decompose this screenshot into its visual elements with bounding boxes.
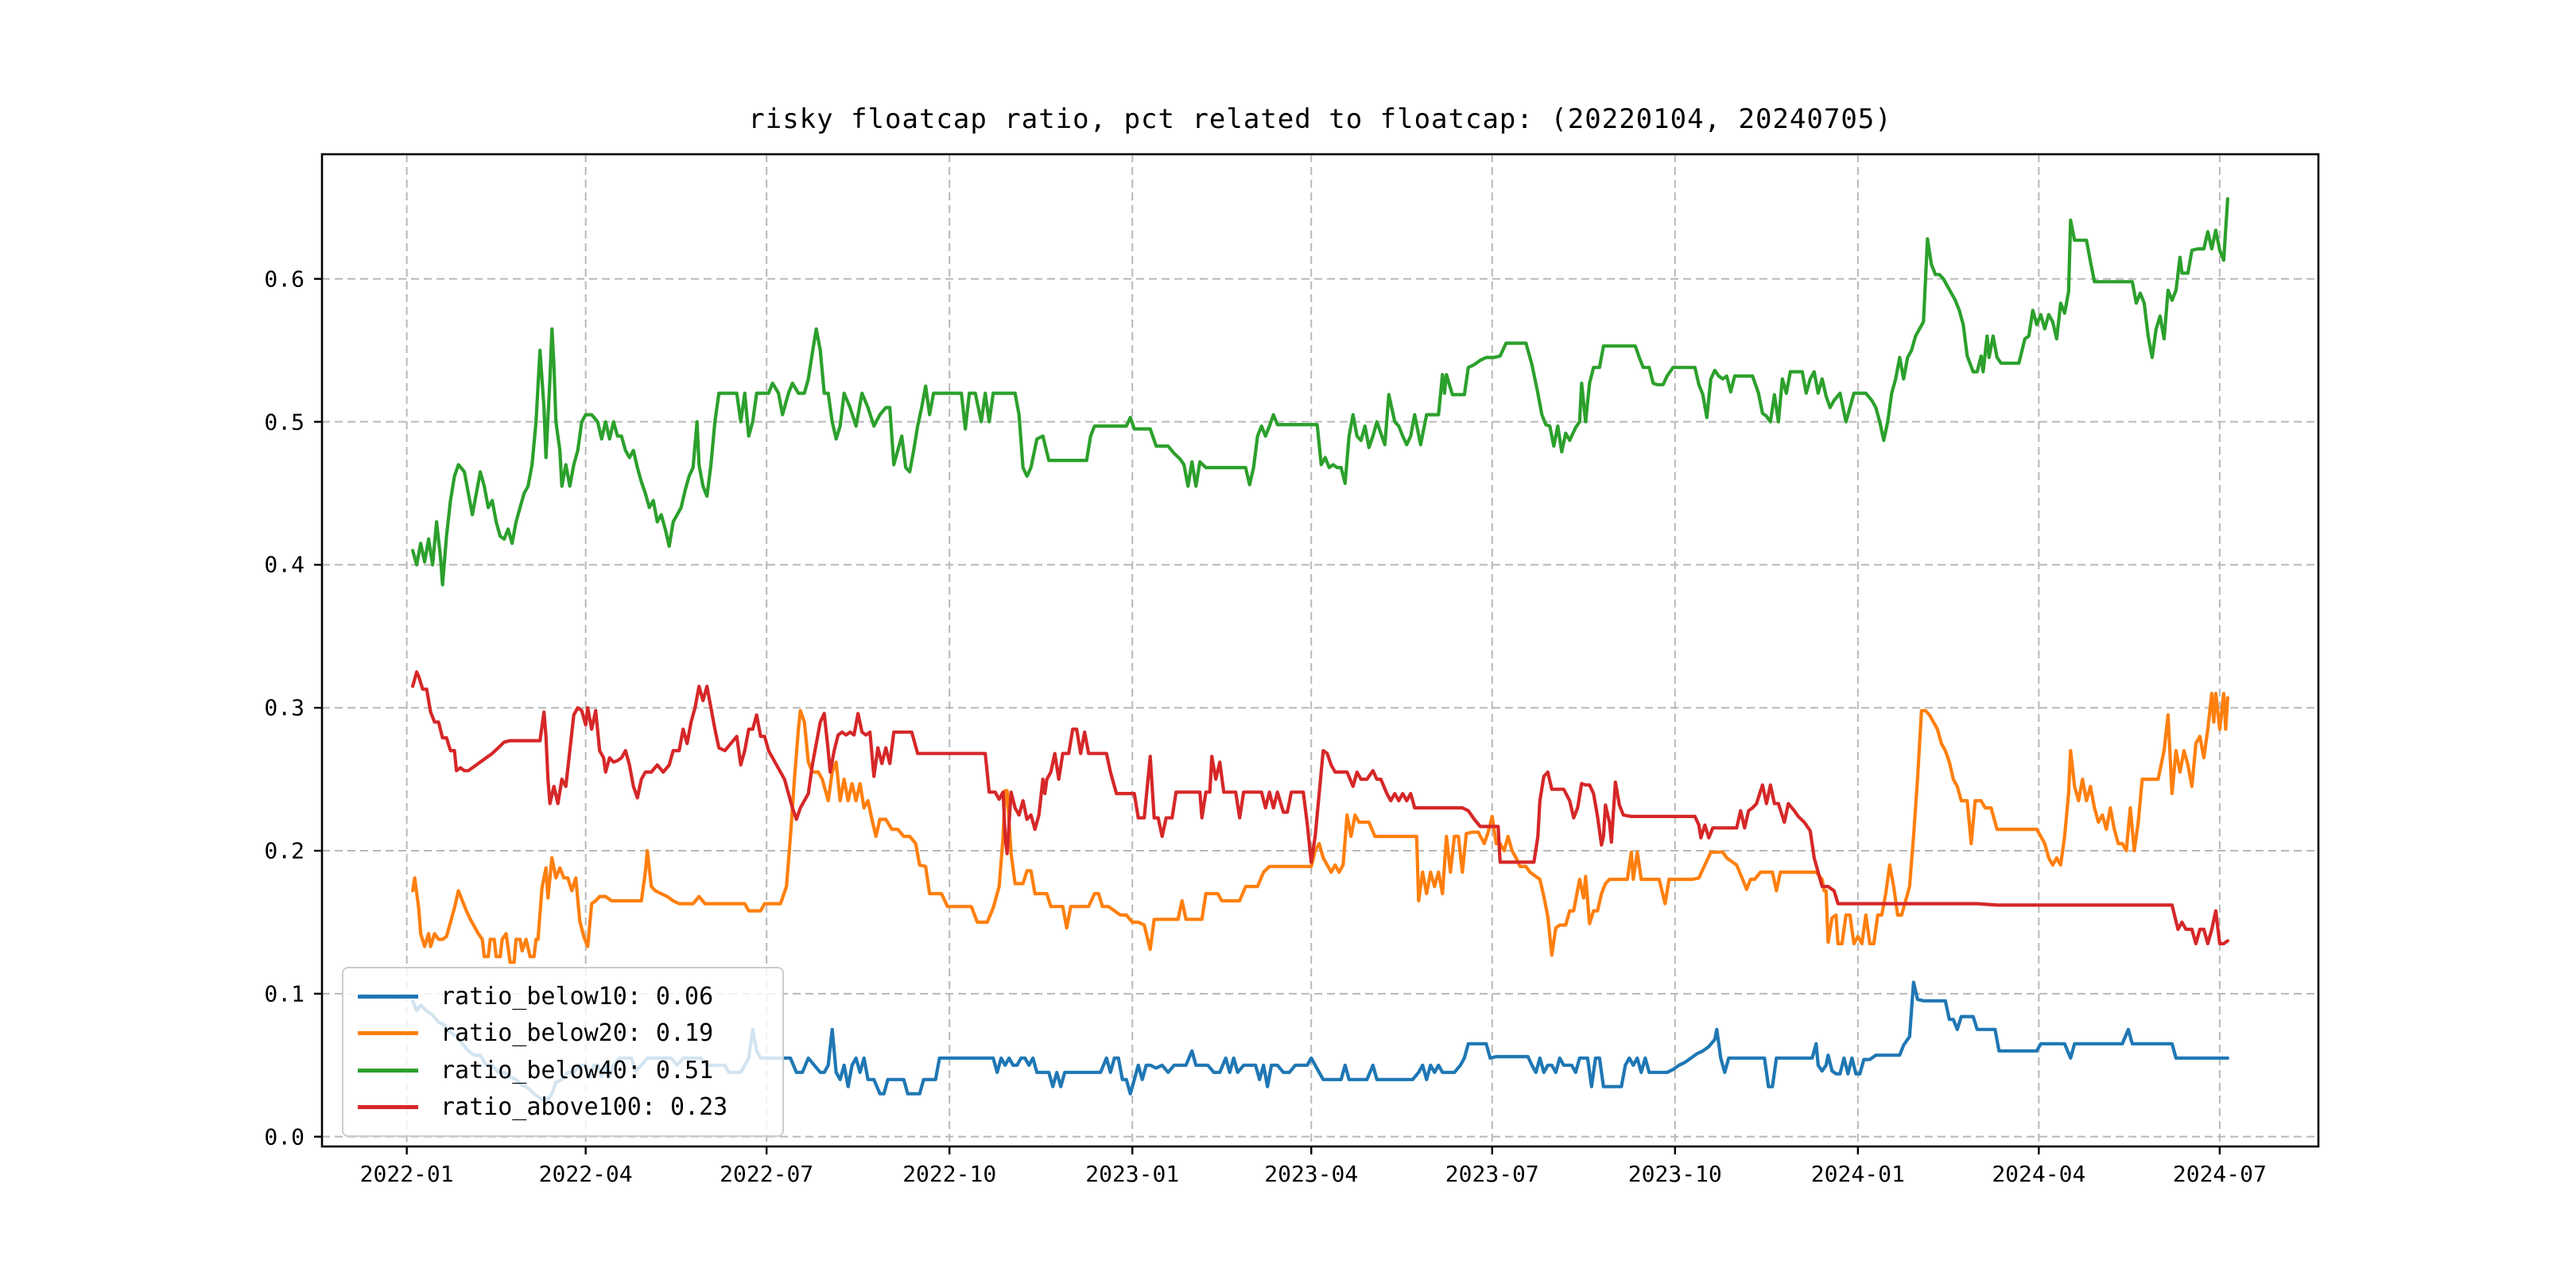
y-tick-label: 0.2 (264, 837, 305, 864)
y-tick-label: 0.5 (264, 409, 305, 436)
legend-label: ratio_below20: 0.19 (440, 1019, 714, 1048)
y-tick-label: 0.0 (264, 1123, 305, 1150)
series-line-ratio_above100 (411, 670, 2229, 945)
x-tick-label: 2023-10 (1627, 1161, 1722, 1187)
legend-line-swatch (358, 1068, 418, 1073)
legend-line-swatch (358, 1031, 418, 1036)
legend-line-swatch (358, 994, 418, 999)
y-tick-label: 0.3 (264, 694, 305, 721)
legend-item-ratio_below10: ratio_below10: 0.06 (358, 983, 768, 1011)
legend-label: ratio_below40: 0.51 (440, 1056, 714, 1084)
y-tick-label: 0.1 (264, 980, 305, 1007)
legend-item-ratio_below20: ratio_below20: 0.19 (358, 1019, 768, 1047)
x-tick-label: 2024-04 (1992, 1161, 2086, 1187)
legend-label: ratio_below10: 0.06 (440, 982, 714, 1011)
x-tick-label: 2023-07 (1445, 1161, 1539, 1187)
x-tick-label: 2022-10 (902, 1161, 997, 1187)
legend-label: ratio_above100: 0.23 (440, 1093, 728, 1122)
axes-frame (320, 153, 2320, 1148)
x-tick-label: 2022-04 (538, 1161, 633, 1187)
legend-item-ratio_below40: ratio_below40: 0.51 (358, 1057, 768, 1084)
x-tick-label: 2022-01 (359, 1161, 454, 1187)
x-tick-label: 2023-04 (1264, 1161, 1359, 1187)
x-tick-label: 2024-01 (1810, 1161, 1905, 1187)
x-tick-label: 2023-01 (1085, 1161, 1180, 1187)
legend-line-swatch (358, 1105, 418, 1110)
y-tick-label: 0.4 (264, 551, 305, 578)
y-tick-label: 0.6 (264, 266, 305, 293)
x-tick-label: 2022-07 (720, 1161, 814, 1187)
series-line-ratio_below40 (411, 196, 2229, 587)
legend-item-ratio_above100: ratio_above100: 0.23 (358, 1093, 768, 1121)
legend: ratio_below10: 0.06 ratio_below20: 0.19 ra… (342, 967, 784, 1137)
chart-title: risky floatcap ratio, pct related to flo… (748, 103, 1892, 135)
series-line-ratio_below20 (411, 692, 2229, 964)
x-tick-label: 2024-07 (2172, 1161, 2267, 1187)
